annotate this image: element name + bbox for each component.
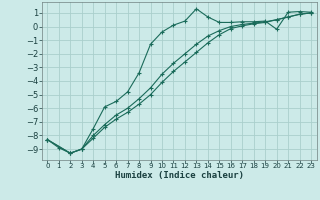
X-axis label: Humidex (Indice chaleur): Humidex (Indice chaleur) [115,171,244,180]
